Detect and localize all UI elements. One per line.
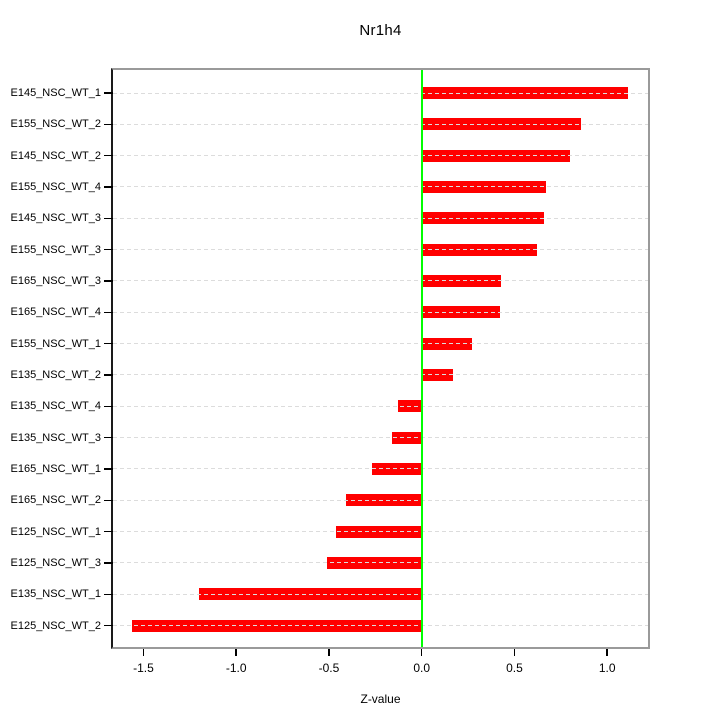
x-axis-tick <box>328 649 330 656</box>
gridline <box>113 343 648 345</box>
y-axis-tick <box>104 624 113 627</box>
y-axis-tick <box>104 280 113 282</box>
chart-title: Nr1h4 <box>359 22 402 39</box>
y-axis-tick <box>104 405 113 408</box>
x-axis-tick <box>142 649 145 656</box>
y-axis-label: E135_NSC_WT_4 <box>10 400 102 413</box>
y-axis-tick <box>104 217 113 220</box>
y-axis-label: E145_NSC_WT_1 <box>10 87 102 99</box>
x-axis-tick-label: -1.0 <box>225 661 247 675</box>
gridline <box>113 374 648 376</box>
y-axis-label: E155_NSC_WT_3 <box>10 243 102 256</box>
y-axis-label: E155_NSC_WT_1 <box>10 337 102 350</box>
gridline <box>113 92 648 94</box>
x-axis-tick-label: 1.0 <box>598 661 616 675</box>
y-axis-label: E135_NSC_WT_2 <box>10 368 102 381</box>
y-axis-label: E165_NSC_WT_1 <box>10 462 102 475</box>
y-axis-label: E135_NSC_WT_3 <box>10 431 102 444</box>
gridline <box>113 625 648 627</box>
y-axis-tick <box>104 436 113 439</box>
gridline <box>113 280 648 282</box>
gridline <box>113 593 648 595</box>
y-axis-tick <box>104 593 113 596</box>
y-axis-tick <box>104 342 113 345</box>
y-axis-tick <box>104 154 113 157</box>
gridline <box>113 155 648 157</box>
x-axis-tick <box>420 649 423 656</box>
y-axis-label: E125_NSC_WT_3 <box>10 556 102 569</box>
x-axis-tick <box>513 649 516 656</box>
y-axis-label: E155_NSC_WT_2 <box>10 118 102 131</box>
x-axis-tick-label: -1.5 <box>133 661 154 675</box>
y-axis-tick <box>104 499 113 502</box>
gridline <box>113 311 648 313</box>
x-axis-tick <box>606 649 608 656</box>
y-axis-tick <box>104 374 113 376</box>
y-axis-tick <box>104 562 113 564</box>
gridline <box>113 123 648 125</box>
y-axis-tick <box>104 311 113 314</box>
y-axis-label: E125_NSC_WT_2 <box>10 619 102 632</box>
y-axis-tick <box>104 530 113 533</box>
gridline <box>113 468 648 470</box>
y-axis-tick <box>104 248 113 251</box>
y-axis-label: E155_NSC_WT_4 <box>10 180 102 193</box>
y-axis-label: E125_NSC_WT_1 <box>10 525 102 538</box>
y-axis-tick <box>104 186 113 188</box>
gridline <box>113 186 648 188</box>
gridline <box>113 499 648 501</box>
x-axis-tick-label: 0.0 <box>413 661 431 675</box>
zero-reference-line <box>420 70 423 647</box>
y-axis-tick <box>104 468 113 470</box>
x-axis-tick-label: -0.5 <box>318 661 340 675</box>
x-axis-title: Z-value <box>360 692 401 706</box>
y-axis-tick <box>104 123 113 126</box>
gridline <box>113 217 648 219</box>
gridline <box>113 249 648 251</box>
gridline <box>113 405 648 407</box>
y-axis-tick <box>104 92 113 94</box>
y-axis-label: E135_NSC_WT_1 <box>10 588 102 601</box>
gridline <box>113 562 648 564</box>
x-axis-tick-label: 0.5 <box>506 661 523 675</box>
y-axis-label: E165_NSC_WT_4 <box>10 306 102 319</box>
y-axis-label: E145_NSC_WT_3 <box>10 212 102 225</box>
plot-area <box>111 68 650 649</box>
y-axis-label: E145_NSC_WT_2 <box>10 149 102 162</box>
x-axis-tick <box>235 649 237 656</box>
gridline <box>113 437 648 439</box>
y-axis-label: E165_NSC_WT_3 <box>10 274 102 287</box>
gridline <box>113 531 648 533</box>
y-axis-label: E165_NSC_WT_2 <box>10 494 102 507</box>
